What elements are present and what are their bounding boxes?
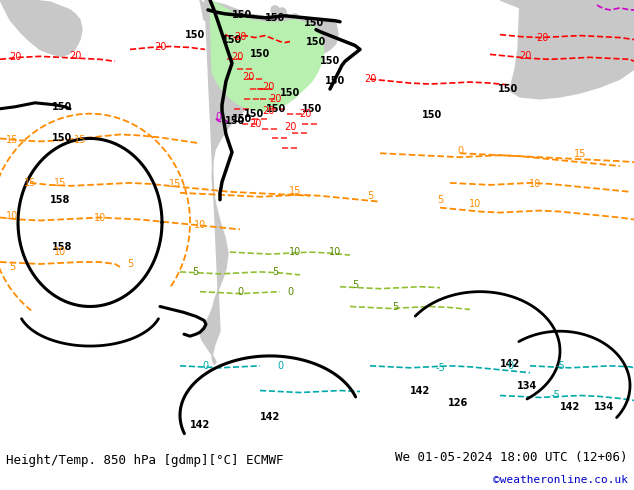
Text: 158: 158	[52, 242, 72, 252]
Text: -5: -5	[435, 363, 445, 373]
Text: 142: 142	[560, 402, 580, 413]
Text: 150: 150	[232, 10, 252, 20]
Text: 0: 0	[202, 361, 208, 371]
Text: 20: 20	[262, 106, 274, 116]
Text: 150: 150	[302, 104, 322, 114]
Text: 0: 0	[215, 112, 221, 122]
Text: 10: 10	[94, 213, 106, 222]
Text: 20: 20	[299, 109, 311, 119]
Text: 10: 10	[54, 247, 66, 257]
Circle shape	[286, 16, 294, 24]
Text: 150: 150	[320, 56, 340, 66]
Text: 20: 20	[519, 51, 531, 61]
Text: 0: 0	[237, 287, 243, 296]
Text: 15: 15	[6, 135, 18, 146]
Text: 20: 20	[231, 52, 243, 62]
Text: 150: 150	[244, 109, 264, 119]
Polygon shape	[0, 0, 82, 56]
Text: 20: 20	[9, 52, 21, 62]
Circle shape	[271, 6, 279, 14]
Text: 126: 126	[448, 398, 468, 408]
Text: 134: 134	[594, 402, 614, 413]
Text: 150: 150	[52, 133, 72, 144]
Text: 15: 15	[24, 178, 36, 188]
Text: 20: 20	[234, 31, 246, 42]
Polygon shape	[200, 0, 228, 27]
Text: 20: 20	[154, 43, 166, 52]
Polygon shape	[200, 0, 338, 364]
Text: 20: 20	[536, 32, 548, 43]
Text: 5: 5	[192, 267, 198, 277]
Text: 10: 10	[194, 220, 206, 230]
Text: 10: 10	[529, 179, 541, 189]
Circle shape	[274, 10, 282, 18]
Text: 5: 5	[367, 191, 373, 201]
Text: 5: 5	[352, 280, 358, 290]
Text: 0: 0	[457, 147, 463, 156]
Text: 5: 5	[127, 259, 133, 269]
Text: 5: 5	[9, 262, 15, 272]
Text: 150: 150	[222, 35, 242, 45]
Text: 10: 10	[329, 247, 341, 257]
Text: Height/Temp. 850 hPa [gdmp][°C] ECMWF: Height/Temp. 850 hPa [gdmp][°C] ECMWF	[6, 454, 284, 467]
Text: 5: 5	[392, 301, 398, 312]
Text: 20: 20	[69, 51, 81, 61]
Circle shape	[278, 8, 286, 16]
Text: 20: 20	[262, 82, 274, 92]
Text: 20: 20	[284, 122, 296, 131]
Text: 150: 150	[265, 13, 285, 23]
Text: 134: 134	[517, 381, 537, 391]
Text: 20: 20	[242, 72, 254, 82]
Text: 142: 142	[410, 386, 430, 395]
Text: 5: 5	[272, 267, 278, 277]
Text: 15: 15	[169, 179, 181, 189]
Text: 150: 150	[304, 18, 324, 28]
Text: 15: 15	[74, 135, 86, 146]
Text: 15: 15	[574, 149, 586, 159]
Text: 20: 20	[364, 74, 376, 84]
Text: 150: 150	[498, 84, 518, 94]
Text: 150: 150	[280, 88, 300, 98]
Text: 10: 10	[469, 198, 481, 209]
Text: 150: 150	[422, 110, 442, 120]
Circle shape	[291, 14, 299, 22]
Text: 0: 0	[507, 361, 513, 371]
Text: 20: 20	[269, 94, 281, 104]
Text: 150: 150	[306, 37, 326, 47]
Text: 0: 0	[277, 361, 283, 371]
Text: 0: 0	[287, 287, 293, 296]
Polygon shape	[210, 0, 324, 111]
Text: 142: 142	[500, 359, 520, 369]
Text: -5: -5	[555, 361, 565, 371]
Text: 150: 150	[185, 29, 205, 40]
Text: 150: 150	[225, 116, 245, 125]
Text: 150: 150	[325, 76, 345, 86]
Text: 20: 20	[249, 119, 261, 128]
Polygon shape	[510, 0, 634, 99]
Text: 150: 150	[250, 49, 270, 59]
Text: We 01-05-2024 18:00 UTC (12+06): We 01-05-2024 18:00 UTC (12+06)	[395, 451, 628, 464]
Text: 142: 142	[260, 412, 280, 422]
Text: 5: 5	[437, 195, 443, 205]
Text: 150: 150	[232, 114, 252, 123]
Text: 150: 150	[52, 102, 72, 112]
Text: 158: 158	[50, 195, 70, 205]
Text: 10: 10	[289, 247, 301, 257]
Text: 142: 142	[190, 420, 210, 430]
Text: 150: 150	[266, 104, 286, 114]
Text: 10: 10	[6, 211, 18, 220]
Text: 15: 15	[54, 178, 66, 188]
Circle shape	[281, 14, 289, 22]
Polygon shape	[500, 0, 634, 25]
Text: ©weatheronline.co.uk: ©weatheronline.co.uk	[493, 475, 628, 485]
Text: -5: -5	[550, 391, 560, 400]
Text: 15: 15	[289, 186, 301, 196]
